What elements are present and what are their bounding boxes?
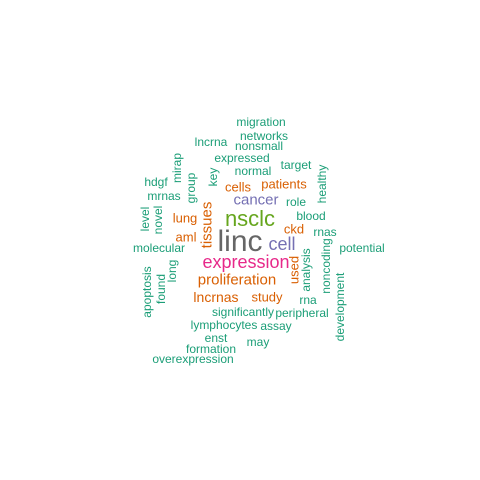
cloud-word: proliferation	[197, 271, 277, 289]
cloud-word: tissues	[198, 201, 216, 249]
cloud-word: normal	[234, 164, 272, 178]
cloud-word: found	[154, 273, 168, 305]
cloud-word: enst	[204, 331, 228, 345]
cloud-word: overexpression	[152, 352, 234, 366]
cloud-word: linc	[217, 225, 263, 258]
cloud-word: aml	[175, 229, 197, 245]
cloud-word: noncoding	[319, 238, 333, 294]
cloud-word: group	[184, 172, 198, 204]
cloud-word: formation	[185, 342, 237, 356]
cloud-word: blood	[296, 209, 326, 223]
cloud-word: rnas	[313, 225, 337, 239]
cloud-word: molecular	[132, 241, 186, 255]
cloud-word: target	[280, 158, 312, 172]
cloud-word: key	[206, 167, 220, 187]
cloud-word: nsclc	[224, 206, 276, 231]
cloud-word: study	[251, 289, 283, 305]
cloud-word: lymphocytes	[190, 318, 258, 332]
cloud-word: mrnas	[147, 189, 181, 203]
cloud-word: expressed	[214, 151, 270, 165]
cloud-word: peripheral	[275, 306, 329, 320]
cloud-word: role	[285, 195, 307, 209]
cloud-word: networks	[239, 129, 289, 143]
cloud-word: may	[246, 335, 270, 349]
cloud-word: lung	[172, 210, 198, 226]
cloud-word: assay	[260, 319, 292, 333]
cloud-word: novel	[151, 205, 165, 235]
cloud-word: level	[138, 206, 152, 232]
cloud-word: apoptosis	[140, 266, 154, 318]
cloud-word: healthy	[315, 164, 329, 204]
cloud-word: nonsmall	[234, 139, 284, 153]
cloud-word: lncrnas	[193, 289, 239, 305]
cloud-word: development	[333, 272, 347, 342]
cloud-word: ckd	[283, 221, 305, 237]
cloud-word: mirap	[170, 152, 184, 184]
cloud-word: significantly	[211, 305, 275, 319]
cloud-word: potential	[339, 241, 385, 255]
cloud-word: migration	[236, 115, 286, 129]
cloud-word: cell	[268, 234, 296, 254]
cloud-word: cancer	[233, 191, 279, 209]
cloud-word: expression	[202, 252, 290, 272]
cloud-word: analysis	[299, 248, 313, 292]
cloud-word: patients	[261, 176, 307, 192]
cloud-word: cells	[224, 179, 252, 195]
cloud-word: rna	[299, 293, 317, 307]
cloud-word: hdgf	[144, 175, 168, 189]
cloud-word: lncrna	[194, 135, 228, 149]
